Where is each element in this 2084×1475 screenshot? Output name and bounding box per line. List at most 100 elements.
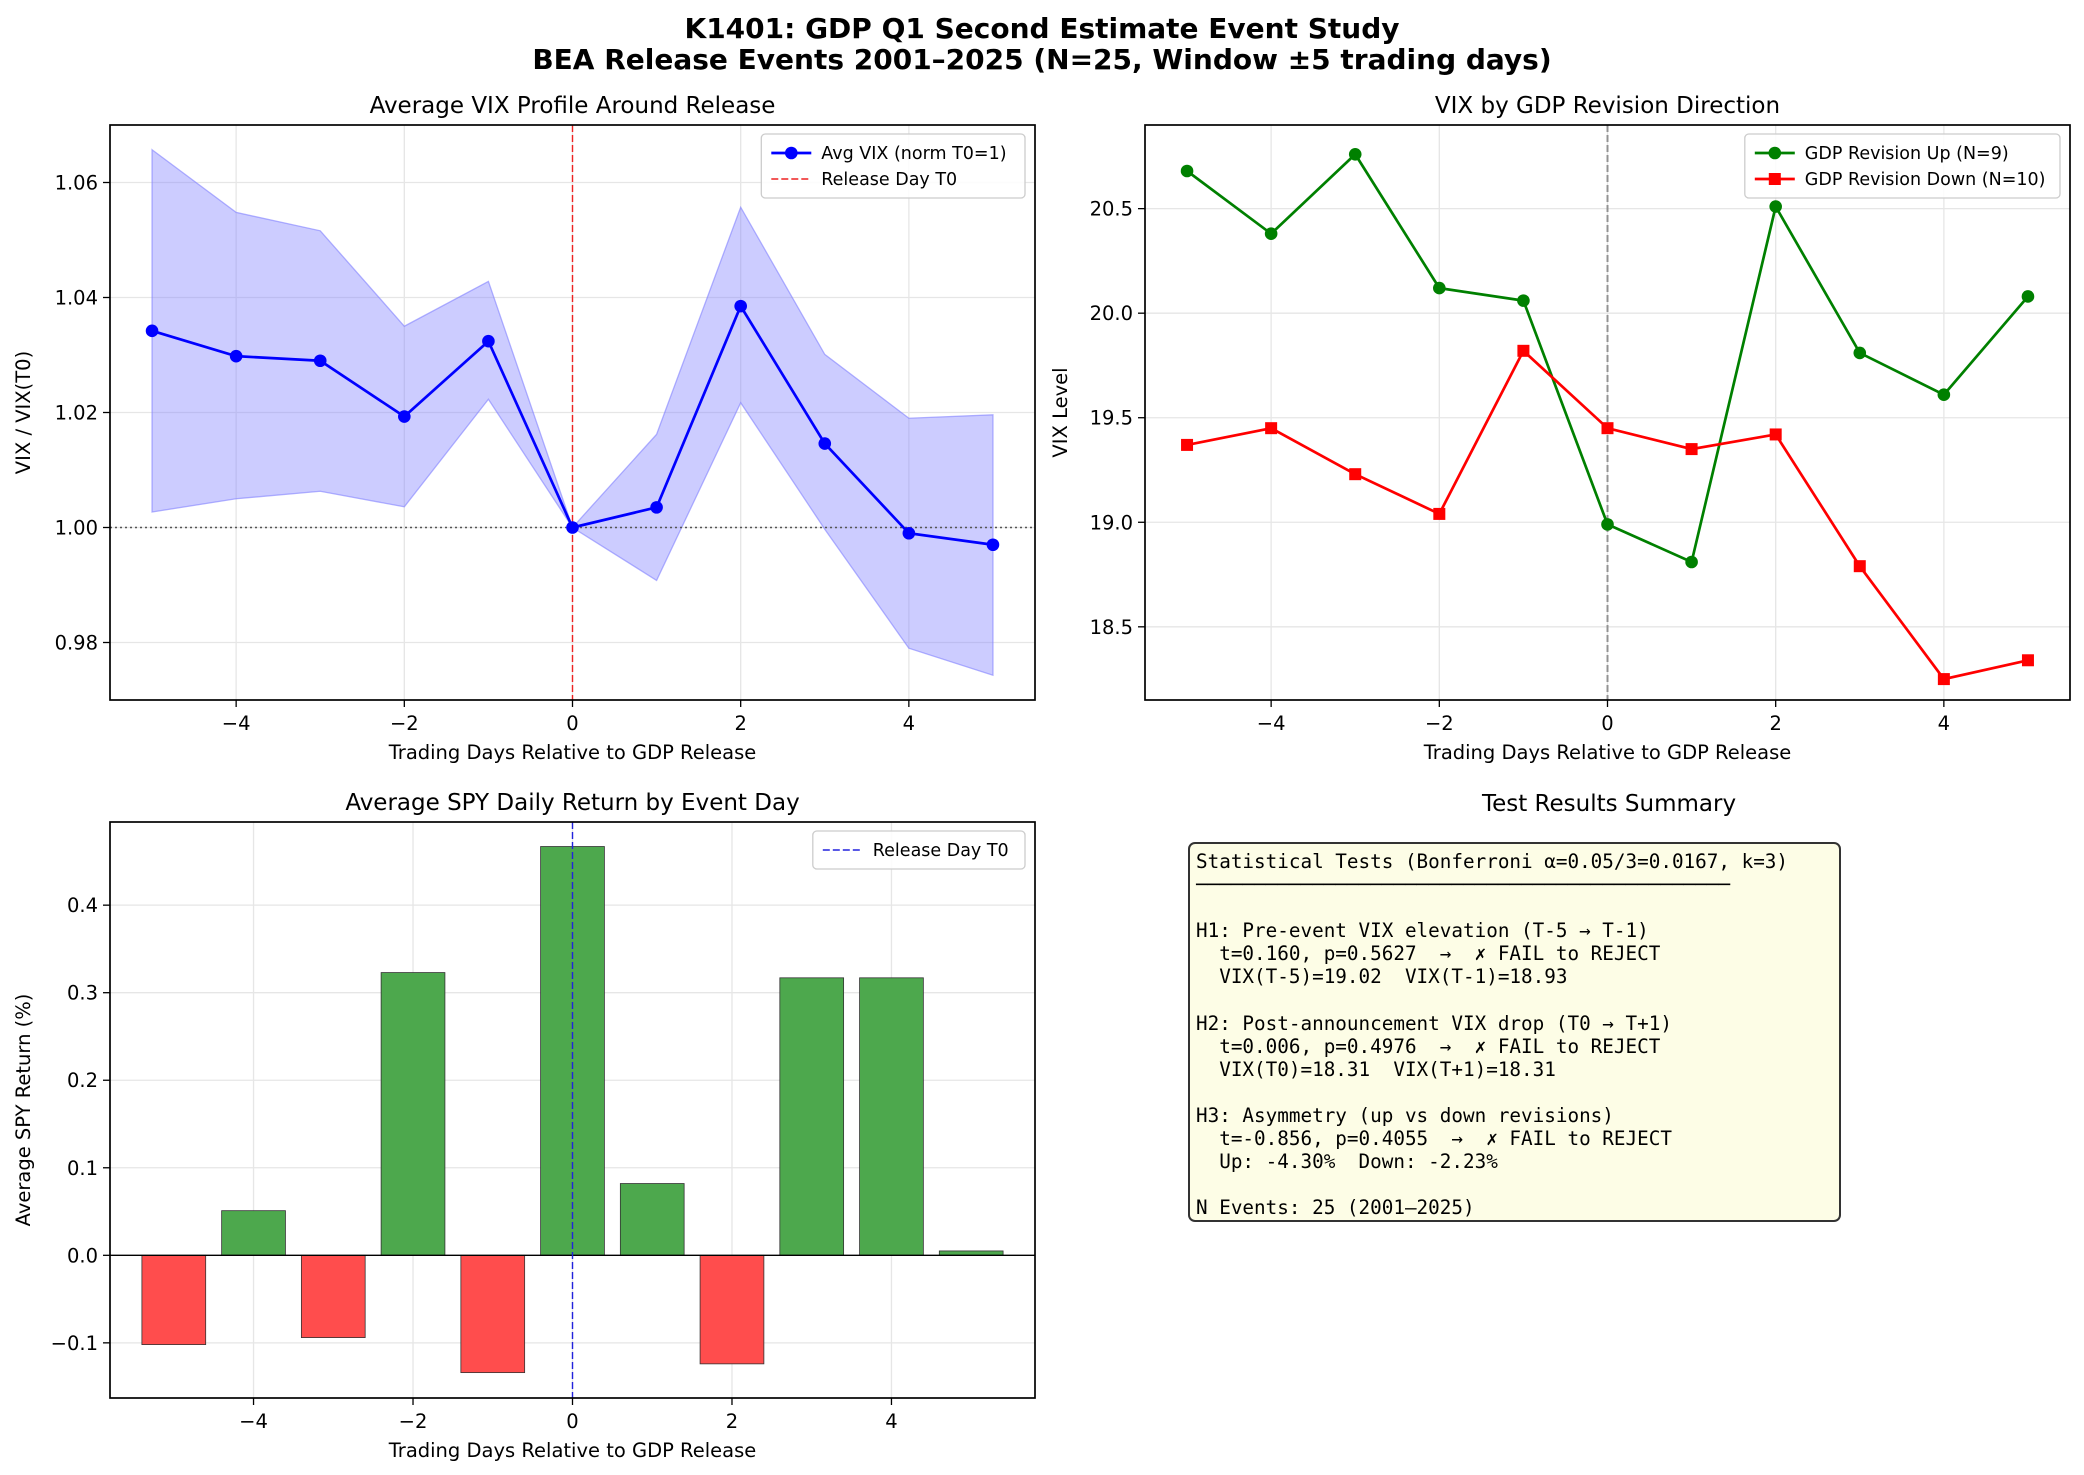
data-point bbox=[1349, 468, 1362, 481]
y-axis-label: Average SPY Return (%) bbox=[12, 994, 35, 1227]
y-tick-label: 1.06 bbox=[55, 172, 98, 195]
x-axis-label: Trading Days Relative to GDP Release bbox=[1423, 741, 1792, 764]
y-tick-label: 0.3 bbox=[67, 982, 98, 1005]
summary-line bbox=[1196, 896, 1833, 919]
legend-marker bbox=[785, 146, 798, 160]
legend-box bbox=[760, 133, 1026, 199]
plot-area bbox=[1180, 125, 2035, 700]
panel-2: −4 −2 0 2 4 18.5 19.0 19.5 20.0 20.5 VIX by GDP Re… bbox=[1049, 93, 2071, 764]
y-axis-label: VIX Level bbox=[1049, 367, 1072, 457]
summary-line: Up: -4.30% Down: -2.23% bbox=[1196, 1150, 1498, 1174]
x-tick-label: 4 bbox=[1938, 712, 1950, 735]
y-tick-label: 0.1 bbox=[67, 1157, 98, 1180]
data-point bbox=[1601, 422, 1614, 435]
legend-item: Release Day T0 bbox=[771, 170, 957, 190]
legend-item: GDP Revision Up (N=9) bbox=[1754, 144, 2009, 164]
data-point bbox=[1180, 164, 1194, 178]
x-axis-label: Trading Days Relative to GDP Release bbox=[388, 741, 757, 764]
y-tick-label: 0.2 bbox=[67, 1069, 98, 1092]
y-tick-label: −0.1 bbox=[51, 1332, 98, 1355]
legend-label: Release Day T0 bbox=[873, 841, 1009, 861]
y-tick-label: 19.5 bbox=[1090, 407, 1133, 430]
bar bbox=[699, 1254, 765, 1365]
x-tick-label: −4 bbox=[222, 712, 251, 735]
bar bbox=[141, 1254, 207, 1346]
x-tick-label: −2 bbox=[1425, 712, 1454, 735]
summary-line: Statistical Tests (Bonferroni α=0.05/3=0… bbox=[1196, 850, 1789, 873]
data-point bbox=[229, 349, 243, 363]
summary-line: H1: Pre-event VIX elevation (T-5 → T-1) bbox=[1196, 919, 1649, 943]
plot-area bbox=[110, 125, 1035, 700]
data-point bbox=[1433, 507, 1446, 520]
x-tick-label: 2 bbox=[726, 1410, 738, 1433]
summary-line: VIX(T-5)=19.02 VIX(T-1)=18.93 bbox=[1196, 965, 1568, 989]
y-tick-label: 18.5 bbox=[1090, 616, 1133, 639]
summary-line bbox=[1196, 989, 1833, 1012]
y-tick-label: 0.4 bbox=[67, 894, 98, 917]
y-tick-label: 0.0 bbox=[67, 1244, 98, 1267]
summary-line: ────────────────────────────────────────… bbox=[1196, 873, 1730, 897]
x-tick-label: 4 bbox=[903, 712, 915, 735]
bar bbox=[300, 1254, 366, 1338]
data-point bbox=[1937, 673, 1950, 686]
x-tick-label: −2 bbox=[390, 712, 419, 735]
legend-label: GDP Revision Down (N=10) bbox=[1805, 170, 2046, 190]
bar bbox=[779, 977, 845, 1256]
summary-line: H3: Asymmetry (up vs down revisions) bbox=[1196, 1104, 1614, 1128]
data-point bbox=[566, 521, 579, 534]
y-tick-label: 19.0 bbox=[1090, 511, 1133, 534]
x-tick-label: 0 bbox=[1601, 712, 1613, 735]
bar bbox=[859, 977, 924, 1256]
data-point bbox=[1769, 428, 1782, 441]
data-point bbox=[818, 437, 832, 450]
x-tick-label: −4 bbox=[239, 1410, 268, 1433]
data-point bbox=[986, 538, 1000, 552]
data-point bbox=[734, 299, 747, 313]
summary-line: VIX(T0)=18.31 VIX(T+1)=18.31 bbox=[1196, 1057, 1556, 1081]
legend-label: Avg VIX (norm T0=1) bbox=[821, 144, 1006, 164]
y-tick-label: 20.5 bbox=[1090, 198, 1133, 221]
summary-line: H2: Post-announcement VIX drop (T0 → T+1… bbox=[1196, 1011, 1672, 1035]
legend-item: Avg VIX (norm T0=1) bbox=[771, 144, 1007, 164]
legend-marker bbox=[1768, 173, 1781, 185]
plot-area bbox=[110, 822, 1035, 1398]
data-point bbox=[2021, 654, 2034, 667]
summary-line: t=0.006, p=0.4976 → ✗ FAIL to REJECT bbox=[1196, 1034, 1661, 1058]
panel-1: −4 −2 0 2 4 0.98 1.00 1.02 1.04 1.06 Average VIX P… bbox=[12, 93, 1036, 764]
data-point bbox=[1769, 200, 1782, 213]
y-tick-label: 1.02 bbox=[55, 402, 98, 425]
confidence-band bbox=[151, 148, 994, 677]
data-point bbox=[482, 334, 495, 348]
test-results-box: Statistical Tests (Bonferroni α=0.05/3=0… bbox=[1188, 842, 1841, 1222]
data-point bbox=[1265, 422, 1278, 435]
data-point bbox=[1348, 147, 1362, 161]
data-point bbox=[398, 410, 411, 423]
summary-line bbox=[1196, 1081, 1833, 1104]
data-point bbox=[1853, 346, 1867, 360]
data-point bbox=[1517, 294, 1530, 307]
summary-title: Test Results Summary bbox=[1481, 791, 1736, 817]
legend-label: Release Day T0 bbox=[821, 170, 957, 190]
x-tick-label: −4 bbox=[1257, 712, 1286, 735]
data-point bbox=[2021, 290, 2035, 303]
data-point bbox=[1433, 281, 1446, 295]
x-tick-label: 0 bbox=[566, 712, 578, 735]
legend: Avg VIX (norm T0=1) Release Day T0 bbox=[760, 133, 1026, 199]
bar bbox=[619, 1183, 685, 1256]
legend-marker bbox=[1768, 146, 1782, 160]
y-tick-label: 1.04 bbox=[55, 287, 98, 310]
x-tick-label: −2 bbox=[399, 1410, 428, 1433]
data-point bbox=[1685, 443, 1698, 456]
data-point bbox=[1853, 560, 1866, 573]
legend: Release Day T0 bbox=[812, 830, 1026, 870]
y-tick-label: 0.98 bbox=[55, 632, 98, 655]
y-tick-label: 20.0 bbox=[1090, 302, 1133, 325]
data-point bbox=[902, 526, 916, 540]
data-point bbox=[650, 501, 663, 514]
chart-title: VIX by GDP Revision Direction bbox=[1435, 93, 1780, 119]
bar bbox=[221, 1210, 286, 1256]
bar bbox=[380, 972, 446, 1256]
legend-label: GDP Revision Up (N=9) bbox=[1805, 144, 2009, 164]
x-tick-label: 2 bbox=[1769, 712, 1781, 735]
